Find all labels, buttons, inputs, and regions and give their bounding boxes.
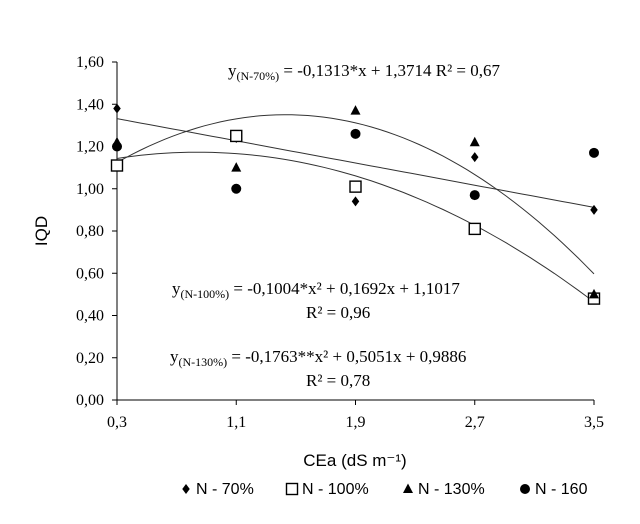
data-point-n-100- <box>468 222 481 236</box>
y-tick-label: 0,80 <box>76 223 104 240</box>
data-point-n-100- <box>110 159 124 172</box>
y-tick-label: 1,20 <box>76 139 104 156</box>
y-tick-label: 1,60 <box>76 54 104 71</box>
data-point-n-160 <box>350 128 361 139</box>
legend-label: N - 130% <box>418 481 485 498</box>
y-ticks: 0,00 0,20 0,40 0,60 0,80 1,00 1,20 1,40 1,60 <box>76 54 117 409</box>
x-tick-label: 0,3 <box>107 414 127 431</box>
data-point-n-160 <box>231 183 242 194</box>
y-axis-label: IQD <box>32 216 51 246</box>
trend-line-n-70- <box>116 118 595 208</box>
legend-marker-n-100- <box>285 482 299 496</box>
y-tick-label: 0,00 <box>76 392 104 409</box>
legend-marker-n-70- <box>182 484 190 494</box>
x-axis-label: CEa (dS m⁻¹) <box>303 451 406 470</box>
data-point-n-70- <box>113 103 121 114</box>
data-point-n-70- <box>590 204 598 215</box>
equation-n130-r2: R² = 0,78 <box>306 371 370 390</box>
legend-marker-n-130- <box>403 483 413 493</box>
x-ticks: 0,3 1,1 1,9 2,7 3,5 <box>107 400 604 431</box>
y-tick-label: 0,20 <box>76 350 104 367</box>
x-tick-label: 3,5 <box>584 414 604 431</box>
x-tick-label: 1,1 <box>226 414 246 431</box>
x-tick-label: 1,9 <box>346 414 366 431</box>
data-point-n-130- <box>350 105 361 115</box>
equation-n70: y(N-70%) = -0,1313*x + 1,3714 R² = 0,67 <box>228 61 501 83</box>
legend: N - 70% N - 100% N - 130% N - 160 <box>182 481 588 498</box>
data-point-n-130- <box>469 136 480 147</box>
data-point-n-100- <box>349 180 362 193</box>
legend-label: N - 100% <box>302 481 369 498</box>
legend-marker-n-160 <box>520 484 530 494</box>
legend-label: N - 160 <box>535 481 588 498</box>
y-tick-label: 0,60 <box>76 265 104 282</box>
data-point-n-160 <box>112 141 122 152</box>
data-points <box>110 103 601 305</box>
data-point-n-70- <box>471 152 479 163</box>
equation-n100-r2: R² = 0,96 <box>306 303 370 322</box>
data-point-n-70- <box>351 196 360 207</box>
data-point-n-100- <box>230 129 243 143</box>
data-point-n-130- <box>231 162 242 172</box>
trend-line-n-130- <box>116 114 595 275</box>
equation-n100: y(N-100%) = -0,1004*x² + 0,1692x + 1,101… <box>172 279 460 301</box>
data-point-n-130- <box>589 288 599 299</box>
y-tick-label: 1,00 <box>76 181 104 198</box>
x-tick-label: 2,7 <box>465 414 485 431</box>
y-tick-label: 0,40 <box>76 308 104 325</box>
y-tick-label: 1,40 <box>76 96 104 113</box>
x-axis-label-text: CEa (dS m⁻¹) <box>303 451 406 470</box>
equation-n130: y(N-130%) = -0,1763**x² + 0,5051x + 0,98… <box>170 347 466 369</box>
data-point-n-160 <box>589 147 599 158</box>
data-point-n-160 <box>469 190 480 201</box>
trend-line-n-100- <box>116 151 595 303</box>
legend-label: N - 70% <box>196 481 254 498</box>
trend-lines <box>116 114 595 303</box>
